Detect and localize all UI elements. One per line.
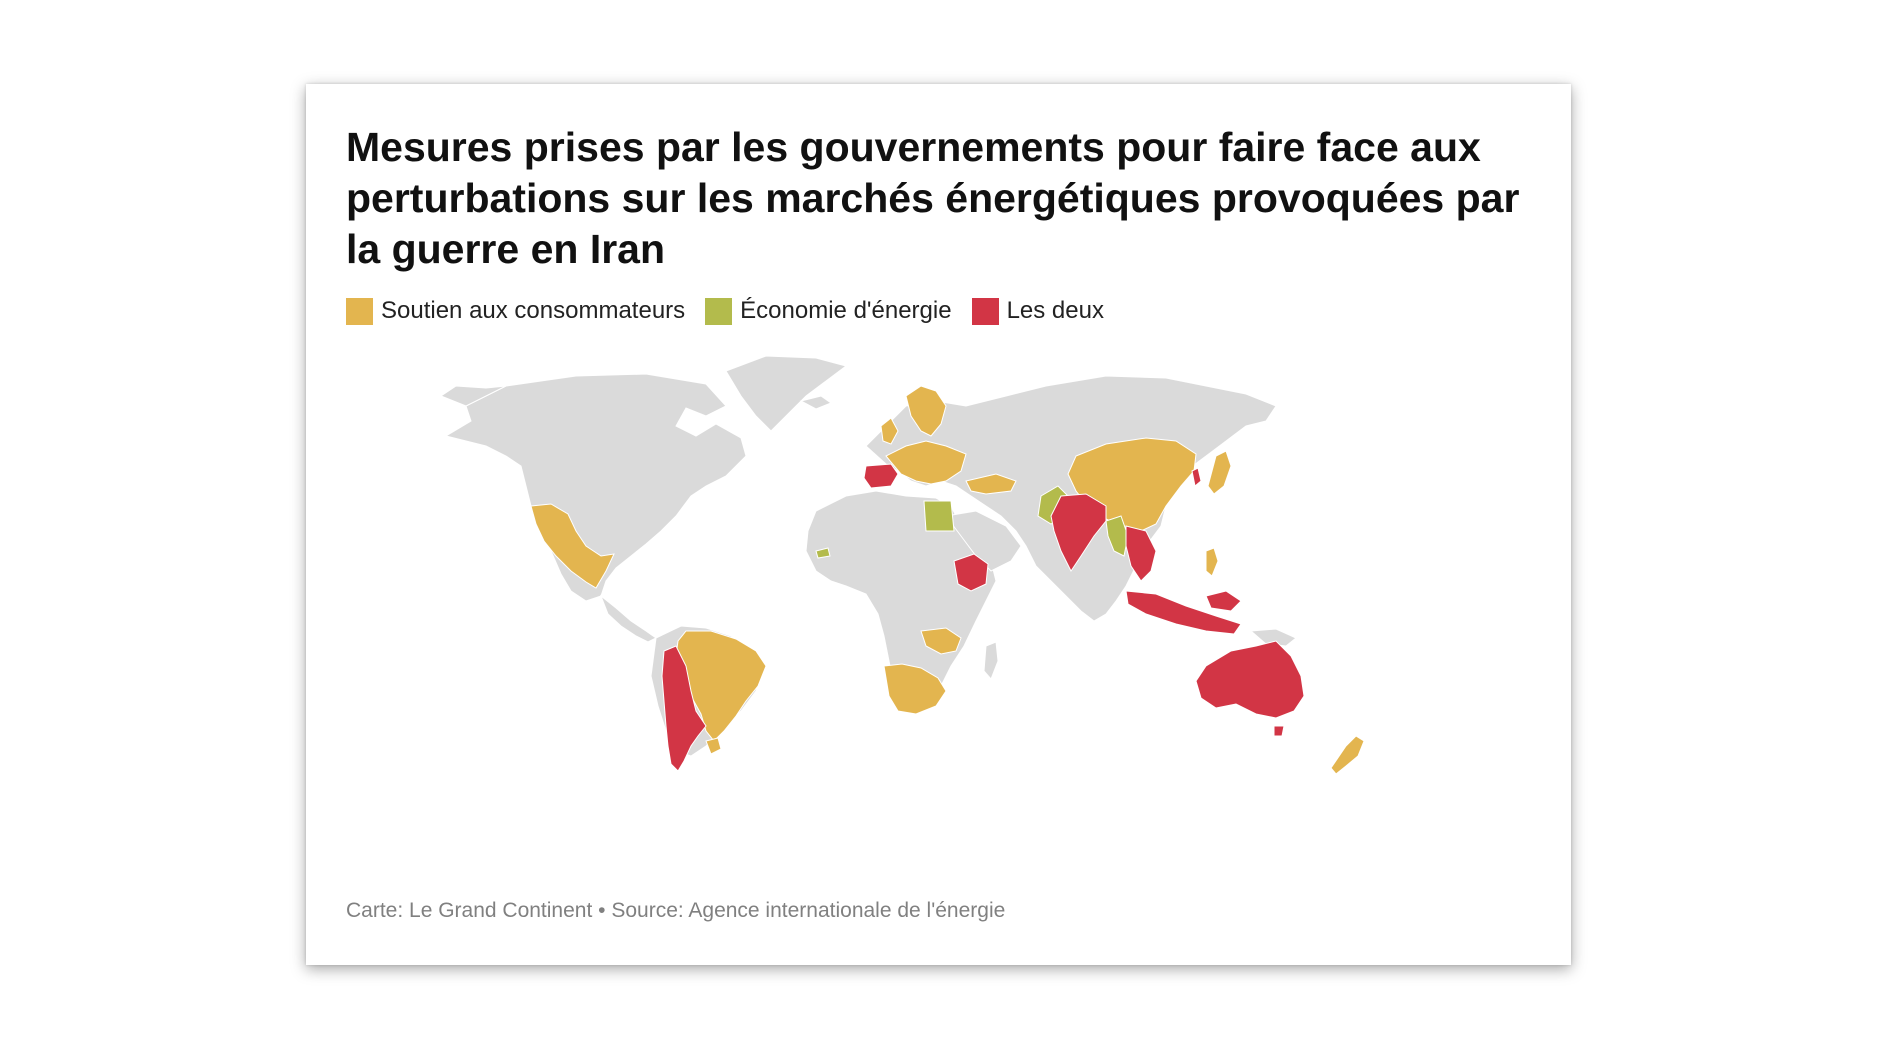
country-australia [1195, 640, 1305, 719]
country-indonesia-east [1205, 590, 1242, 612]
map-source: Carte: Le Grand Continent • Source: Agen… [346, 899, 1006, 922]
legend-swatch-both [971, 297, 999, 325]
country-bangladesh-myanmar [1105, 515, 1129, 557]
iceland [799, 395, 833, 410]
alaska-canada-north [439, 385, 507, 407]
country-indonesia [1125, 590, 1242, 635]
country-spain [863, 463, 899, 489]
world-map [439, 355, 1365, 775]
greenland [725, 355, 848, 432]
energy-saving-countries [815, 485, 1129, 559]
country-southeast-asia [1125, 525, 1157, 582]
legend-label-consumer-support: Soutien aux consommateurs [381, 297, 686, 324]
legend-item-energy-saving: Économie d'énergie [705, 297, 952, 325]
map-card: Mesures prises par les gouvernements pou… [306, 84, 1571, 965]
legend-label-energy-saving: Économie d'énergie [740, 297, 952, 324]
country-uk [880, 417, 899, 445]
legend-label-both: Les deux [1006, 297, 1104, 324]
country-india [1050, 493, 1107, 572]
country-zambia-malawi [920, 627, 962, 655]
country-western-europe [885, 440, 967, 485]
country-new-zealand [1330, 735, 1365, 775]
country-japan [1207, 450, 1232, 495]
country-uruguay [705, 737, 722, 755]
legend-item-both: Les deux [971, 297, 1104, 325]
country-scandinavia [905, 385, 947, 437]
madagascar [983, 641, 999, 680]
country-senegal [815, 547, 831, 559]
north-america [444, 373, 747, 602]
country-philippines [1205, 547, 1219, 577]
legend: Soutien aux consommateurs Économie d'éne… [346, 297, 1124, 325]
map-title: Mesures prises par les gouvernements pou… [346, 124, 1520, 272]
country-ethiopia [953, 553, 989, 592]
country-turkey [965, 473, 1017, 495]
new-guinea [1249, 628, 1297, 647]
country-argentina-chile [661, 645, 707, 772]
country-south-korea [1191, 467, 1202, 487]
country-tasmania [1273, 725, 1285, 737]
both-measures-countries [661, 463, 1305, 772]
legend-swatch-energy-saving [705, 297, 733, 325]
legend-item-consumer-support: Soutien aux consommateurs [346, 297, 685, 325]
country-mexico [530, 503, 615, 589]
country-southern-africa [883, 663, 947, 715]
central-america [599, 594, 657, 643]
legend-swatch-consumer-support [346, 297, 373, 325]
arabia [945, 510, 1022, 572]
country-egypt [923, 500, 955, 532]
